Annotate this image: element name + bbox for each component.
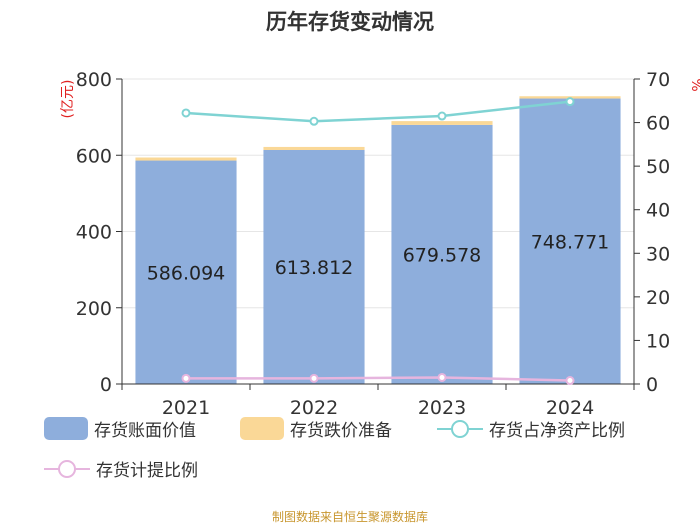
legend-label-net-asset-ratio: 存货占净资产比例	[489, 421, 625, 441]
legend-marker-provision-ratio	[44, 459, 90, 478]
bar-book-value	[135, 160, 237, 384]
bar-value-label: 679.578	[403, 244, 482, 266]
y-right-tick-label: 60	[646, 113, 670, 135]
bar-impairment	[135, 157, 237, 161]
y-right-tick-label: 20	[646, 287, 670, 309]
bar-value-label: 748.771	[531, 231, 610, 253]
provision-ratio-line	[186, 376, 571, 382]
legend-label-book-value: 存货账面价值	[94, 421, 196, 441]
legend-label-impairment: 存货跌价准备	[290, 421, 392, 441]
y-left-axis-label: (亿元)	[60, 80, 76, 119]
legend-item-book-value[interactable]: 存货账面价值	[44, 416, 196, 441]
y-left-tick-label: 800	[76, 69, 112, 91]
x-tick-label: 2023	[418, 397, 466, 419]
provision-ratio-point	[309, 373, 319, 383]
bar-book-value	[263, 149, 365, 384]
bar-book-value	[391, 124, 493, 384]
legend-item-provision-ratio[interactable]: 存货计提比例	[44, 456, 198, 481]
y-right-tick-label: 40	[646, 200, 670, 222]
bar-impairment	[263, 146, 365, 150]
legend-swatch-book-value	[44, 417, 88, 440]
x-tick-label: 2021	[162, 397, 210, 419]
legend-marker-net-asset-ratio	[437, 419, 483, 438]
net-asset-ratio-line	[185, 100, 571, 123]
bar-impairment	[391, 121, 493, 125]
y-right-tick-label: 0	[646, 374, 658, 396]
net-asset-ratio-point	[181, 108, 191, 118]
bar-book-value	[519, 98, 621, 384]
provision-ratio-point	[437, 372, 447, 382]
legend-item-impairment[interactable]: 存货跌价准备	[240, 416, 392, 441]
x-tick-label: 2022	[290, 397, 338, 419]
y-right-axis-label: %	[688, 78, 700, 91]
y-left-tick-label: 0	[100, 374, 112, 396]
net-asset-ratio-point	[309, 116, 319, 126]
y-right-tick-label: 50	[646, 156, 670, 178]
net-asset-ratio-point	[565, 97, 575, 107]
provision-ratio-point	[565, 376, 575, 386]
provision-ratio-point	[181, 373, 191, 383]
bar-value-label: 586.094	[147, 262, 226, 284]
y-left-tick-label: 200	[76, 298, 112, 320]
y-right-tick-label: 30	[646, 243, 670, 265]
legend-item-net-asset-ratio[interactable]: 存货占净资产比例	[437, 416, 625, 441]
y-left-tick-label: 600	[76, 145, 112, 167]
chart-title: 历年存货变动情况	[266, 10, 434, 34]
net-asset-ratio-point	[437, 111, 447, 121]
y-right-tick-label: 10	[646, 330, 670, 352]
bar-value-label: 613.812	[275, 257, 354, 279]
legend-label-provision-ratio: 存货计提比例	[96, 461, 198, 481]
y-right-tick-label: 70	[646, 69, 670, 91]
source-note: 制图数据来自恒生聚源数据库	[271, 510, 428, 524]
x-tick-label: 2024	[546, 397, 594, 419]
legend-swatch-impairment	[240, 417, 284, 440]
y-left-tick-label: 400	[76, 222, 112, 244]
